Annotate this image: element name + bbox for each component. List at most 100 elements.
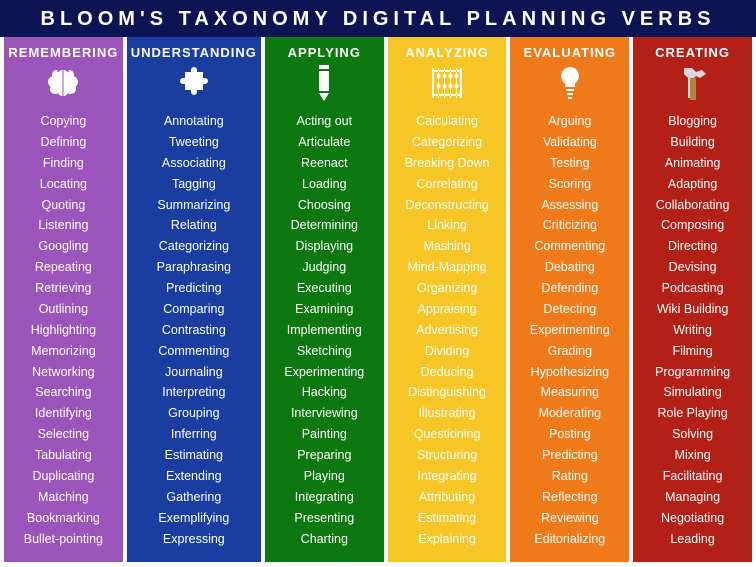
verb-list: ArguingValidatingTestingScoringAssessing… bbox=[514, 112, 625, 549]
verb-list: Calculating Categorizing Breaking Down Corr… bbox=[392, 112, 503, 549]
verb-item: Experimenting bbox=[284, 363, 364, 382]
verb-item: Dividing bbox=[425, 342, 469, 361]
verb-item: Preparing bbox=[297, 446, 351, 465]
verb-item: Estimating bbox=[418, 509, 476, 528]
verb-item: Identifying bbox=[35, 404, 92, 423]
verb-item: Determining bbox=[291, 216, 358, 235]
brain-icon bbox=[45, 66, 81, 100]
verb-item: Acting out bbox=[297, 112, 353, 131]
verb-item: Summarizing bbox=[157, 196, 230, 215]
verb-item: Arguing bbox=[548, 112, 591, 131]
verb-item: Composing bbox=[661, 216, 724, 235]
verb-item: Debating bbox=[545, 258, 595, 277]
column-evaluating: EVALUATINGArguingValidatingTestingScorin… bbox=[510, 37, 629, 562]
verb-item: Devising bbox=[669, 258, 717, 277]
verb-item: Attributing bbox=[419, 488, 475, 507]
verb-item: Hypothesizing bbox=[531, 363, 610, 382]
column-header: EVALUATING bbox=[524, 45, 617, 60]
verb-item: Correlating bbox=[417, 175, 478, 194]
verb-item: Expressing bbox=[163, 530, 225, 549]
verb-item: Displaying bbox=[295, 237, 353, 256]
verb-item: Programming bbox=[655, 363, 730, 382]
verb-item: Appraising bbox=[418, 300, 477, 319]
verb-item: Comparing bbox=[163, 300, 224, 319]
verb-item: Bullet-pointing bbox=[24, 530, 103, 549]
verb-item: Matching bbox=[38, 488, 89, 507]
column-understanding: UNDERSTANDINGAnnotatingTweetingAssociati… bbox=[127, 37, 261, 562]
verb-item: Illustrating bbox=[419, 404, 476, 423]
column-applying: APPLYING Acting outArticulateReenactLoadi… bbox=[265, 37, 384, 562]
verb-item: Tweeting bbox=[169, 133, 219, 152]
verb-item: Commenting bbox=[158, 342, 229, 361]
verb-item: Deducing bbox=[421, 363, 474, 382]
verb-list: AnnotatingTweetingAssociatingTaggingSumm… bbox=[131, 112, 257, 549]
verb-item: Bookmarking bbox=[27, 509, 100, 528]
verb-item: Networking bbox=[32, 363, 95, 382]
verb-item: Judging bbox=[302, 258, 346, 277]
verb-item: Finding bbox=[43, 154, 84, 173]
verb-item: Rating bbox=[552, 467, 588, 486]
verb-item: Estimating bbox=[165, 446, 223, 465]
verb-item: Outlining bbox=[39, 300, 88, 319]
verb-item: Googling bbox=[38, 237, 88, 256]
verb-item: Mashing bbox=[423, 237, 470, 256]
verb-item: Categorizing bbox=[412, 133, 482, 152]
verb-item: Organizing bbox=[417, 279, 477, 298]
verb-item: Explaining bbox=[418, 530, 476, 549]
verb-item: Reflecting bbox=[542, 488, 598, 507]
verb-item: Tabulating bbox=[35, 446, 92, 465]
verb-item: Listening bbox=[38, 216, 88, 235]
verb-item: Selecting bbox=[38, 425, 89, 444]
verb-item: Assessing bbox=[541, 196, 598, 215]
verb-item: Defining bbox=[40, 133, 86, 152]
verb-item: Contrasting bbox=[162, 321, 226, 340]
verb-item: Negotiating bbox=[661, 509, 724, 528]
columns-container: REMEMBERINGCopyingDefiningFindingLocatin… bbox=[0, 37, 756, 566]
verb-item: Tagging bbox=[172, 175, 216, 194]
column-header: APPLYING bbox=[288, 45, 361, 60]
verb-item: Defending bbox=[541, 279, 598, 298]
verb-list: BloggingBuildingAnimatingAdaptingCollabo… bbox=[637, 112, 748, 549]
verb-item: Duplicating bbox=[32, 467, 94, 486]
verb-item: Reenact bbox=[301, 154, 348, 173]
verb-item: Sketching bbox=[297, 342, 352, 361]
verb-item: Writing bbox=[673, 321, 712, 340]
verb-item: Directing bbox=[668, 237, 717, 256]
verb-item: Animating bbox=[665, 154, 721, 173]
verb-item: Posting bbox=[549, 425, 591, 444]
verb-item: Measuring bbox=[541, 383, 599, 402]
verb-item: Leading bbox=[670, 530, 715, 549]
verb-item: Predicting bbox=[542, 446, 598, 465]
verb-item: Filming bbox=[672, 342, 712, 361]
verb-item: Role Playing bbox=[658, 404, 728, 423]
column-remembering: REMEMBERINGCopyingDefiningFindingLocatin… bbox=[4, 37, 123, 562]
verb-item: Simulating bbox=[663, 383, 721, 402]
verb-item: Associating bbox=[162, 154, 226, 173]
verb-item: Building bbox=[670, 133, 714, 152]
verb-item: Calculating bbox=[416, 112, 478, 131]
verb-item: Advertising bbox=[416, 321, 478, 340]
verb-item: Relating bbox=[171, 216, 217, 235]
verb-item: Retrieving bbox=[35, 279, 91, 298]
verb-item: Integrating bbox=[418, 467, 477, 486]
verb-item: Presenting bbox=[294, 509, 354, 528]
verb-item: Solving bbox=[672, 425, 713, 444]
verb-item: Commenting bbox=[534, 237, 605, 256]
verb-item: Mind-Mapping bbox=[407, 258, 486, 277]
verb-item: Adapting bbox=[668, 175, 717, 194]
column-header: UNDERSTANDING bbox=[131, 45, 257, 60]
verb-item: Deconstructing bbox=[405, 196, 488, 215]
verb-item: Highlighting bbox=[31, 321, 96, 340]
column-analyzing: ANALYZINGCalculatingCategorizingBreaking… bbox=[388, 37, 507, 562]
verb-item: Grouping bbox=[168, 404, 219, 423]
verb-list: CopyingDefiningFindingLocatingQuotingLis… bbox=[8, 112, 119, 549]
verb-item: Scoring bbox=[549, 175, 591, 194]
column-creating: CREATINGBloggingBuildingAnimatingAdaptin… bbox=[633, 37, 752, 562]
verb-list: Acting outArticulateReenactLoadingChoosi… bbox=[269, 112, 380, 549]
verb-item: Linking bbox=[427, 216, 467, 235]
verb-item: Journaling bbox=[165, 363, 223, 382]
verb-item: Breaking Down bbox=[405, 154, 490, 173]
verb-item: Predicting bbox=[166, 279, 222, 298]
verb-item: Interviewing bbox=[291, 404, 358, 423]
bulb-icon bbox=[557, 66, 583, 100]
